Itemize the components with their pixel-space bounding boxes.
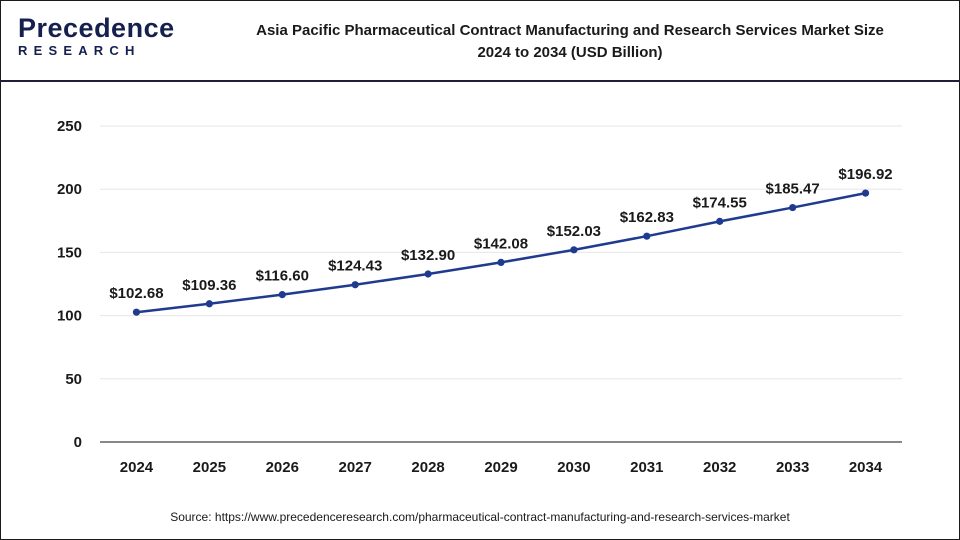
data-label: $142.08 bbox=[474, 235, 528, 252]
y-tick-label: 50 bbox=[65, 371, 82, 388]
x-tick-label: 2028 bbox=[411, 459, 444, 476]
data-label: $102.68 bbox=[109, 285, 163, 302]
data-point bbox=[570, 246, 578, 254]
data-label: $132.90 bbox=[401, 247, 455, 264]
data-label: $174.55 bbox=[693, 194, 747, 211]
data-point bbox=[278, 291, 286, 299]
chart-title-line-1: Asia Pacific Pharmaceutical Contract Man… bbox=[256, 22, 884, 39]
data-point bbox=[643, 232, 651, 240]
logo-wordmark: Precedence bbox=[18, 13, 175, 43]
x-tick-label: 2024 bbox=[120, 459, 154, 476]
data-point bbox=[861, 189, 870, 197]
data-point bbox=[205, 300, 213, 308]
x-tick-label: 2034 bbox=[849, 459, 883, 476]
x-tick-label: 2032 bbox=[703, 459, 736, 476]
x-tick-label: 2027 bbox=[338, 459, 371, 476]
data-point bbox=[789, 203, 797, 212]
chart-title-line-2: 2024 to 2034 (USD Billion) bbox=[477, 44, 663, 61]
header: Precedence RESEARCH Asia Pacific Pharmac… bbox=[0, 0, 960, 82]
data-label: $116.60 bbox=[256, 268, 309, 285]
x-tick-label: 2031 bbox=[630, 459, 663, 476]
line-chart: 0 50 100 150 200 250 2024 2025 2026 2027 2028 2029 2… bbox=[57, 118, 902, 476]
y-tick-label: 150 bbox=[57, 244, 82, 261]
y-tick-label: 250 bbox=[57, 118, 82, 135]
chart-title: Asia Pacific Pharmaceutical Contract Man… bbox=[200, 20, 940, 64]
data-point bbox=[497, 258, 505, 267]
data-label: $196.92 bbox=[838, 166, 892, 183]
y-tick-label: 200 bbox=[57, 181, 82, 198]
data-label: $109.36 bbox=[182, 277, 236, 294]
logo-subtext: RESEARCH bbox=[18, 43, 141, 58]
brand-logo: Precedence RESEARCH bbox=[18, 14, 178, 64]
data-point bbox=[424, 270, 432, 278]
data-label: $152.03 bbox=[547, 223, 601, 240]
chart-area: 0 50 100 150 200 250 2024 2025 2026 2027 2028 2029 2… bbox=[0, 82, 960, 502]
source-note: Source: https://www.precedenceresearch.c… bbox=[170, 510, 790, 524]
y-tick-label: 100 bbox=[57, 308, 82, 325]
x-tick-label: 2029 bbox=[484, 459, 517, 476]
x-tick-label: 2026 bbox=[266, 459, 299, 476]
y-tick-label: 0 bbox=[74, 434, 82, 451]
data-label: $124.43 bbox=[328, 258, 382, 275]
data-point bbox=[132, 308, 141, 316]
data-label: $162.83 bbox=[620, 209, 674, 226]
x-tick-label: 2033 bbox=[776, 459, 809, 476]
x-tick-label: 2030 bbox=[557, 459, 590, 476]
x-tick-label: 2025 bbox=[193, 459, 226, 476]
data-point bbox=[351, 281, 359, 289]
data-label: $185.47 bbox=[766, 181, 820, 198]
data-point bbox=[716, 217, 724, 225]
